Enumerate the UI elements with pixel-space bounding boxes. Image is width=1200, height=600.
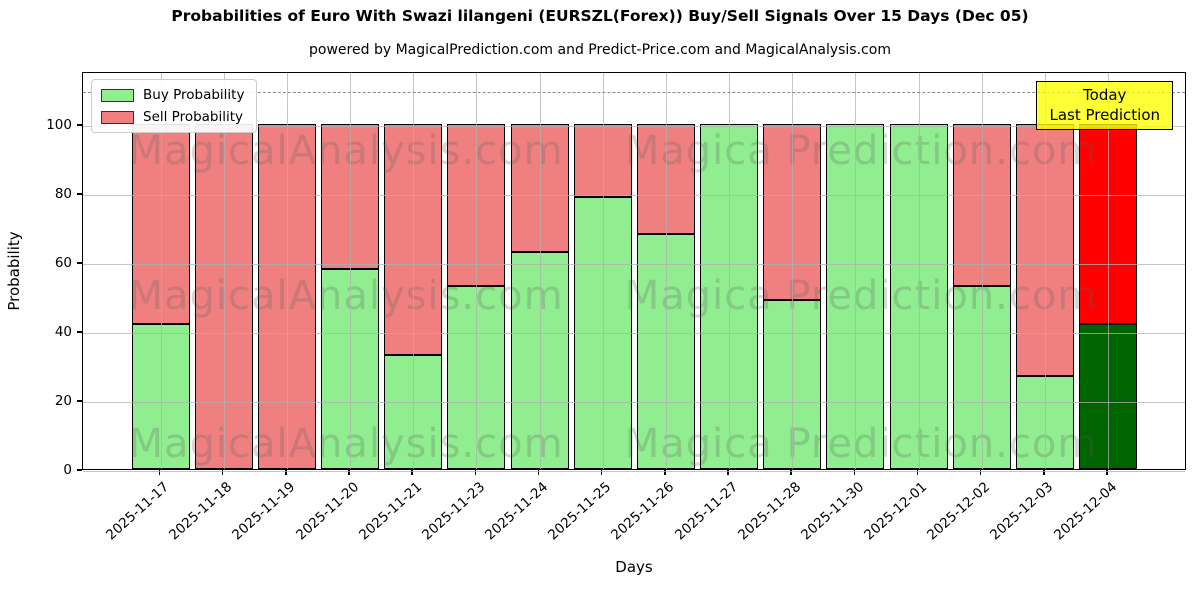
chart-title: Probabilities of Euro With Swazi lilange… [171,7,1029,25]
x-axis-label: Days [615,558,653,576]
x-tick-mark [790,470,792,475]
x-tick-mark [1043,470,1045,475]
x-tick-mark [600,470,603,475]
gridline-horizontal [83,333,1185,335]
x-tick-label: 2025-11-18 [166,479,236,544]
x-tick-mark [664,470,666,475]
y-tick-mark [77,469,82,471]
gridline-vertical [602,73,604,469]
legend-label-buy: Buy Probability [143,87,245,103]
gridline-horizontal [83,264,1185,266]
x-tick-label: 2025-11-19 [229,479,299,544]
x-tick-mark [474,470,477,475]
x-tick-label: 2025-11-28 [734,479,804,544]
today-annotation: Today Last Prediction [1036,81,1173,130]
y-tick-mark [77,331,82,333]
y-tick-label: 80 [54,186,72,203]
gridline-vertical [1044,73,1046,469]
gridline-vertical [918,73,920,469]
sell-swatch-icon [101,110,134,124]
gridline-horizontal [83,402,1185,404]
gridline-vertical [665,73,667,469]
watermark-text: Magica Prediction.com [624,128,1098,174]
gridline-vertical [792,73,794,469]
x-tick-label: 2025-11-24 [482,479,552,544]
x-tick-label: 2025-12-03 [987,479,1057,544]
watermark-text: MagicalAnalysis.com [128,273,564,319]
gridline-vertical [981,73,983,469]
x-tick-label: 2025-11-21 [355,479,425,544]
x-tick-mark [916,470,919,475]
x-tick-label: 2025-12-04 [1050,479,1120,544]
legend-label-sell: Sell Probability [143,109,244,125]
watermark-text: MagicalAnalysis.com [128,128,564,174]
x-tick-label: 2025-11-25 [545,479,615,544]
gridline-vertical [729,73,730,469]
y-axis-label: Probability [5,231,23,311]
x-tick-mark [853,470,856,475]
today-annotation-line2: Last Prediction [1049,106,1160,125]
gridline-horizontal [83,126,1185,128]
threshold-dashed-line [83,91,1185,93]
y-tick-mark [77,400,82,402]
watermark-layer: MagicalAnalysis.com Magica Prediction.com… [83,73,1185,469]
gridline-vertical [413,73,415,469]
y-tick-label: 60 [54,255,72,272]
gridline-vertical [855,73,857,469]
x-tick-label: 2025-11-27 [671,479,741,544]
x-tick-label: 2025-11-23 [419,479,489,544]
x-tick-label: 2025-11-26 [608,479,678,544]
y-tick-label: 40 [54,324,72,341]
x-tick-mark [158,470,161,475]
x-tick-label: 2025-11-30 [798,479,868,544]
gridline-horizontal [83,471,1185,472]
x-tick-mark [285,470,287,475]
grid-layer [83,73,1185,472]
y-tick-mark [77,124,82,126]
x-tick-mark [411,470,413,475]
x-tick-mark [221,470,224,475]
gridline-vertical [1108,73,1109,469]
y-tick-mark [77,262,82,264]
plot-area: MagicalAnalysis.com Magica Prediction.com… [82,72,1186,472]
gridline-vertical [160,73,162,469]
x-tick-mark [537,470,540,475]
legend-row-buy: Buy Probability [101,87,244,103]
watermark-text: MagicalAnalysis.com [128,421,564,467]
y-tick-mark [77,193,82,195]
legend: Buy Probability Sell Probability [91,79,258,133]
x-tick-mark [979,470,982,475]
gridline-vertical [539,73,541,469]
gridline-vertical [350,73,351,469]
x-tick-label: 2025-12-01 [861,479,931,544]
y-tick-label: 20 [54,393,72,410]
x-tick-label: 2025-11-17 [103,479,173,544]
buy-swatch-icon [101,88,134,102]
chart-subtitle: powered by MagicalPrediction.com and Pre… [309,42,891,58]
x-tick-label: 2025-12-02 [924,479,994,544]
y-tick-label: 0 [63,462,72,478]
gridline-horizontal [83,195,1185,197]
legend-row-sell: Sell Probability [101,109,244,125]
x-tick-mark [1106,470,1108,475]
x-tick-mark [348,470,350,475]
watermark-text: Magica Prediction.com [624,273,1098,319]
x-tick-label: 2025-11-20 [292,479,362,544]
watermark-text: Magica Prediction.com [624,421,1098,467]
gridline-vertical [476,73,478,469]
gridline-vertical [286,73,288,469]
x-tick-mark [727,470,729,475]
today-annotation-line1: Today [1083,86,1127,104]
gridline-vertical [223,73,225,469]
y-tick-label: 100 [46,117,72,134]
